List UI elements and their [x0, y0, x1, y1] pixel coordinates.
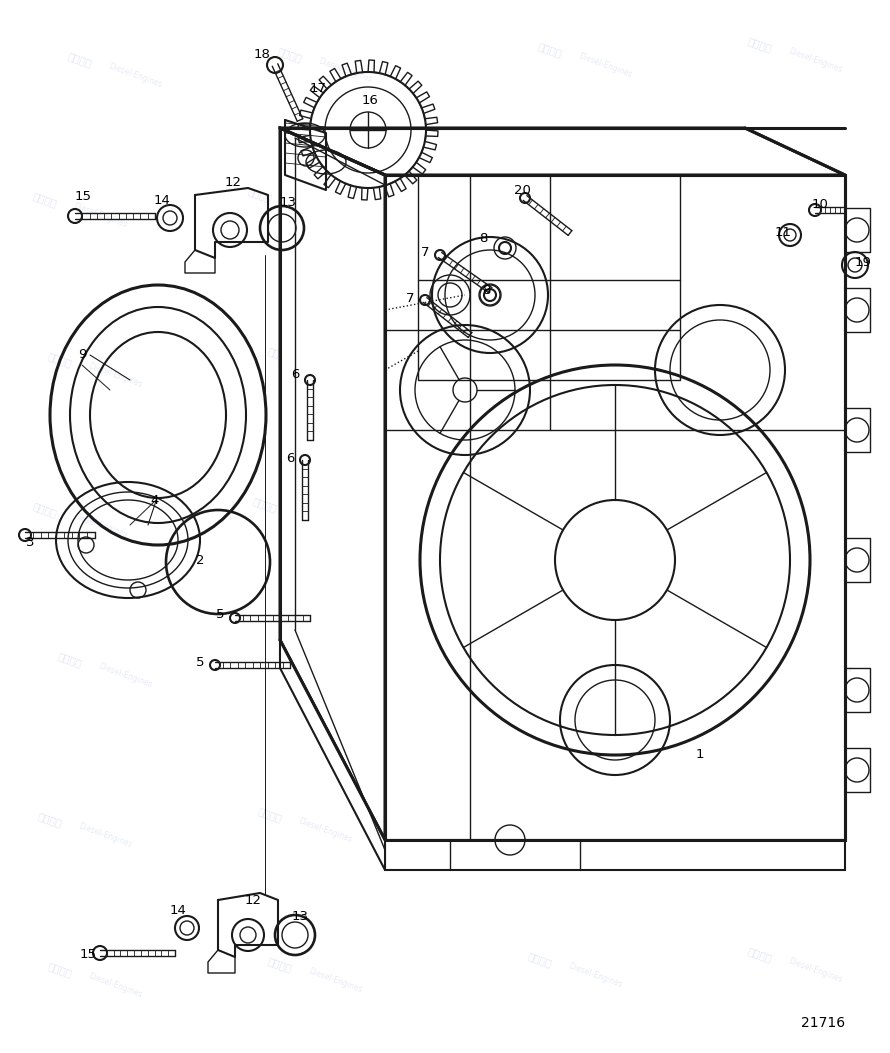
Text: 14: 14 — [154, 194, 171, 206]
Text: 紫发动力: 紫发动力 — [756, 636, 783, 654]
Text: 8: 8 — [479, 232, 487, 244]
Text: 紫发动力: 紫发动力 — [36, 811, 63, 829]
Text: 9: 9 — [77, 349, 86, 361]
Text: 紫发动力: 紫发动力 — [46, 351, 74, 369]
Text: Diesel-Engines: Diesel-Engines — [292, 506, 348, 534]
Text: Diesel-Engines: Diesel-Engines — [72, 511, 128, 539]
Text: Diesel-Engines: Diesel-Engines — [787, 46, 843, 74]
Text: 紫发动力: 紫发动力 — [747, 946, 773, 963]
Text: Diesel-Engines: Diesel-Engines — [287, 196, 344, 224]
Text: Diesel-Engines: Diesel-Engines — [317, 656, 373, 683]
Text: 紫发动力: 紫发动力 — [252, 496, 279, 514]
Text: 紫发动力: 紫发动力 — [247, 186, 273, 204]
Text: Diesel-Engines: Diesel-Engines — [297, 816, 353, 843]
Text: 13: 13 — [292, 911, 309, 923]
Text: 6: 6 — [291, 369, 299, 381]
Text: Diesel-Engines: Diesel-Engines — [577, 651, 633, 679]
Text: 紫发动力: 紫发动力 — [266, 346, 294, 364]
Text: Diesel-Engines: Diesel-Engines — [797, 647, 854, 674]
Text: 紫发动力: 紫发动力 — [31, 501, 59, 519]
Text: 17: 17 — [310, 81, 327, 95]
Text: Diesel-Engines: Diesel-Engines — [557, 811, 613, 839]
Text: Diesel-Engines: Diesel-Engines — [787, 346, 843, 374]
Polygon shape — [385, 175, 845, 840]
Text: Diesel-Engines: Diesel-Engines — [307, 356, 363, 384]
Text: 15: 15 — [79, 949, 96, 961]
Text: 紫发动力: 紫发动力 — [57, 651, 84, 669]
Text: Diesel-Engines: Diesel-Engines — [777, 807, 833, 834]
Text: 紫发动力: 紫发动力 — [506, 181, 533, 199]
Text: 8: 8 — [481, 283, 490, 297]
Text: Diesel-Engines: Diesel-Engines — [97, 661, 153, 689]
Text: 16: 16 — [361, 94, 378, 106]
Text: 21716: 21716 — [801, 1016, 845, 1030]
Polygon shape — [280, 128, 385, 840]
Text: 紫发动力: 紫发动力 — [277, 46, 303, 64]
Text: 18: 18 — [254, 48, 271, 61]
Text: 紫发动力: 紫发动力 — [747, 36, 773, 54]
Text: 紫发动力: 紫发动力 — [31, 191, 59, 208]
Text: Diesel-Engines: Diesel-Engines — [307, 966, 363, 994]
Text: Diesel-Engines: Diesel-Engines — [107, 61, 163, 88]
Text: Diesel-Engines: Diesel-Engines — [772, 496, 828, 524]
Text: 14: 14 — [170, 903, 186, 916]
Text: Diesel-Engines: Diesel-Engines — [77, 821, 134, 849]
Text: 2: 2 — [196, 554, 204, 567]
Text: Diesel-Engines: Diesel-Engines — [552, 501, 608, 529]
Text: Diesel-Engines: Diesel-Engines — [546, 191, 603, 219]
Text: 6: 6 — [286, 452, 295, 464]
Text: 紫发动力: 紫发动力 — [266, 956, 294, 974]
Text: Diesel-Engines: Diesel-Engines — [317, 56, 373, 84]
Text: 7: 7 — [406, 292, 414, 304]
Text: Diesel-Engines: Diesel-Engines — [567, 961, 623, 989]
Text: 5: 5 — [196, 656, 204, 669]
Text: 紫发动力: 紫发动力 — [67, 51, 93, 69]
Text: 10: 10 — [812, 199, 829, 212]
Text: 1: 1 — [696, 749, 704, 761]
Text: 紫发动力: 紫发动力 — [732, 486, 758, 504]
Text: Diesel-Engines: Diesel-Engines — [87, 361, 143, 389]
Text: 紫发动力: 紫发动力 — [737, 796, 764, 814]
Text: Diesel-Engines: Diesel-Engines — [787, 956, 843, 984]
Polygon shape — [280, 640, 385, 870]
Text: Diesel-Engines: Diesel-Engines — [72, 201, 128, 229]
Text: 紫发动力: 紫发动力 — [512, 491, 538, 509]
Polygon shape — [280, 128, 845, 175]
Text: Diesel-Engines: Diesel-Engines — [567, 351, 623, 379]
Text: 紫发动力: 紫发动力 — [277, 647, 303, 664]
Text: 紫发动力: 紫发动力 — [46, 961, 74, 979]
Text: 12: 12 — [224, 177, 241, 190]
Text: Diesel-Engines: Diesel-Engines — [767, 186, 823, 214]
Text: 紫发动力: 紫发动力 — [726, 176, 754, 194]
Text: 紫发动力: 紫发动力 — [537, 41, 563, 59]
Text: Diesel-Engines: Diesel-Engines — [87, 971, 143, 999]
Text: 5: 5 — [215, 609, 224, 621]
Text: 13: 13 — [279, 197, 296, 210]
Text: 紫发动力: 紫发动力 — [537, 641, 563, 659]
Text: 紫发动力: 紫发动力 — [527, 341, 554, 359]
Text: 3: 3 — [26, 536, 34, 550]
Polygon shape — [385, 840, 845, 870]
Text: 15: 15 — [75, 190, 92, 202]
Text: 7: 7 — [421, 245, 429, 258]
Text: 19: 19 — [854, 257, 871, 270]
Text: 20: 20 — [514, 183, 530, 197]
Text: 11: 11 — [774, 225, 791, 238]
Text: 紫发动力: 紫发动力 — [527, 951, 554, 969]
Text: 4: 4 — [150, 494, 159, 506]
Text: 12: 12 — [245, 894, 262, 907]
Text: 紫发动力: 紫发动力 — [747, 336, 773, 354]
Text: Diesel-Engines: Diesel-Engines — [577, 52, 633, 79]
Text: 紫发动力: 紫发动力 — [256, 806, 283, 824]
Text: 紫发动力: 紫发动力 — [516, 801, 544, 819]
